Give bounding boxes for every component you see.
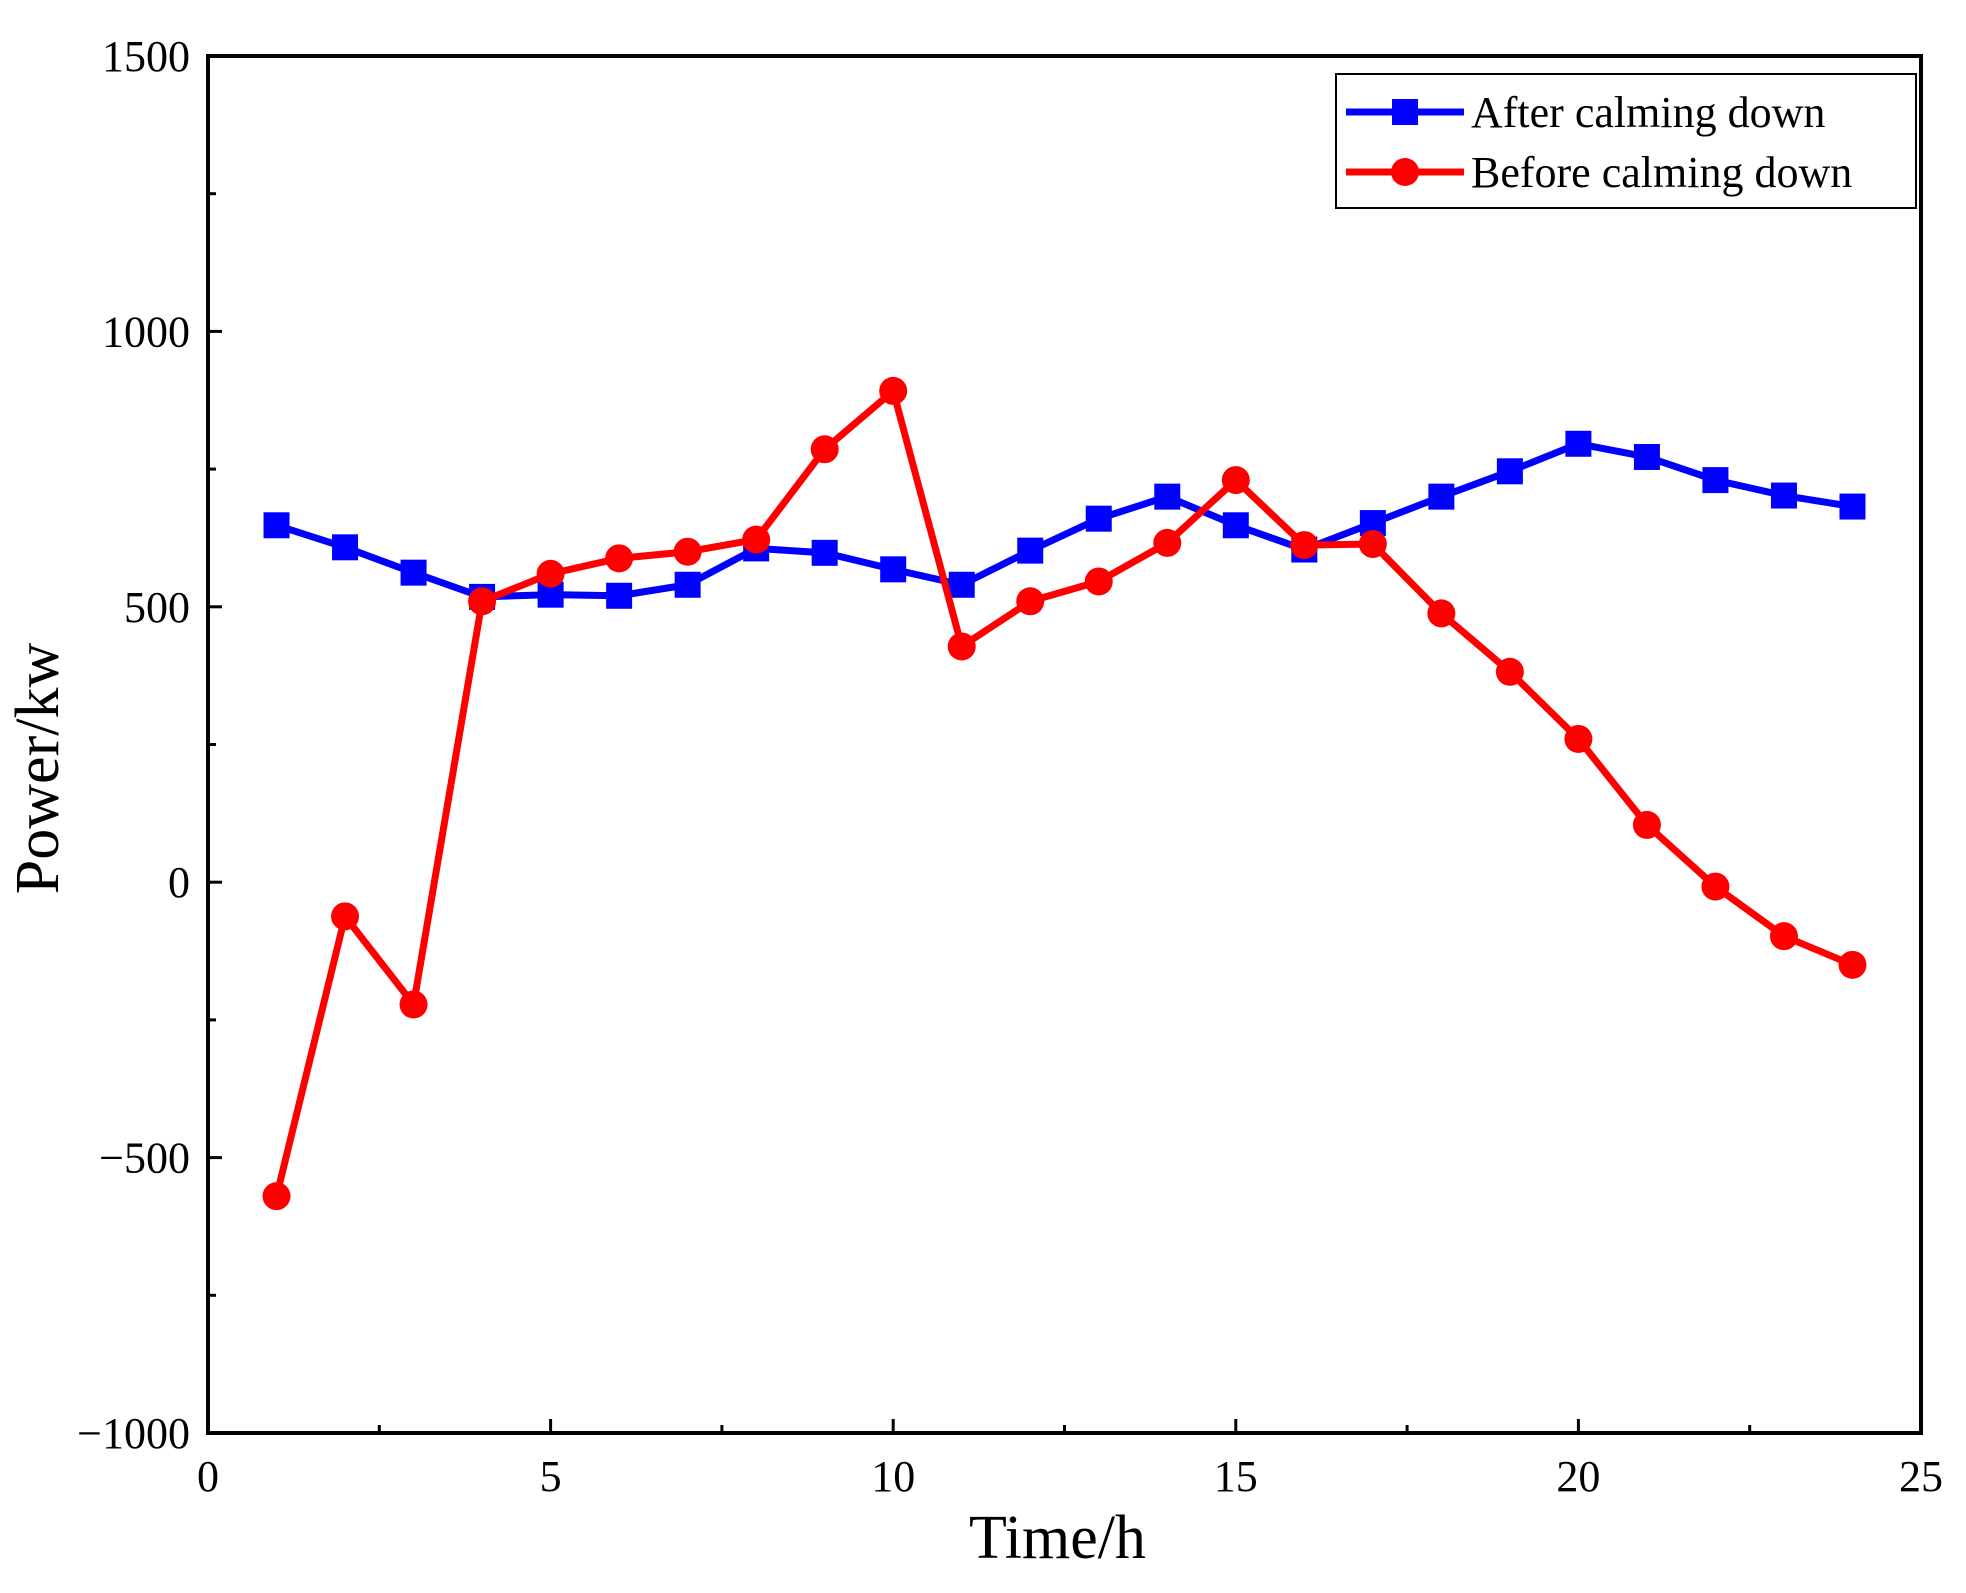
data-point — [1222, 512, 1249, 539]
data-point — [1016, 587, 1045, 616]
legend-item: After calming down — [1346, 88, 1825, 137]
y-tick-label: 500 — [124, 583, 190, 632]
data-point — [400, 559, 427, 586]
plot-frame — [206, 54, 1923, 1435]
x-tick-label: 15 — [1214, 1452, 1258, 1501]
data-point — [1632, 810, 1661, 839]
data-point — [947, 632, 976, 661]
data-point — [399, 990, 428, 1019]
x-axis-title: Time/h — [969, 1504, 1146, 1572]
data-point — [1702, 467, 1729, 494]
data-point — [1084, 567, 1113, 596]
x-tick-label: 25 — [1899, 1452, 1943, 1501]
data-point — [1633, 443, 1660, 470]
data-point — [468, 587, 497, 616]
legend-label: After calming down — [1471, 88, 1825, 137]
data-point — [1565, 430, 1592, 457]
data-point — [948, 571, 975, 598]
data-point — [1290, 531, 1319, 560]
legend-marker — [1392, 99, 1418, 125]
legend-item: Before calming down — [1346, 148, 1852, 197]
tick-labels: 0 5 10 15 20 25 −1000 −500 0 500 1000 1500 — [77, 32, 1943, 1501]
data-point — [1428, 483, 1455, 510]
data-point — [263, 512, 290, 539]
data-point — [1564, 724, 1593, 753]
data-point — [1358, 530, 1387, 559]
data-point — [332, 534, 359, 561]
data-point — [880, 556, 907, 583]
data-point — [879, 376, 908, 405]
data-point — [262, 1182, 291, 1211]
data-point — [1221, 466, 1250, 495]
y-tick-label: 0 — [168, 858, 190, 907]
legend-marker — [1391, 158, 1419, 186]
data-point — [1017, 537, 1044, 564]
x-tick-label: 10 — [871, 1452, 915, 1501]
data-point — [742, 525, 771, 554]
y-tick-label: 1500 — [102, 32, 190, 81]
data-point — [536, 559, 565, 588]
data-point — [331, 902, 360, 931]
legend: After calming down Before calming down — [1335, 73, 1917, 209]
data-point — [1154, 483, 1181, 510]
x-tick-label: 0 — [197, 1452, 219, 1501]
data-point — [1770, 482, 1797, 509]
series-layer — [262, 376, 1867, 1211]
data-point — [1838, 950, 1867, 979]
x-tick-label: 20 — [1556, 1452, 1600, 1501]
legend-box — [1335, 73, 1917, 209]
data-point — [1153, 528, 1182, 557]
data-point — [673, 537, 702, 566]
y-axis-title: Power/kw — [4, 643, 72, 895]
series-1 — [263, 430, 1866, 610]
legend-label: Before calming down — [1471, 148, 1852, 197]
data-point — [1495, 657, 1524, 686]
data-point — [1769, 922, 1798, 951]
data-point — [1427, 599, 1456, 628]
data-point — [605, 544, 634, 573]
data-point — [1496, 458, 1523, 485]
data-point — [606, 582, 633, 609]
data-point — [1085, 505, 1112, 532]
series-2 — [262, 376, 1867, 1211]
y-tick-label: −500 — [99, 1134, 190, 1183]
data-point — [1701, 872, 1730, 901]
y-tick-label: 1000 — [102, 307, 190, 356]
data-point — [811, 539, 838, 566]
y-tick-label: −1000 — [77, 1409, 190, 1458]
data-point — [1839, 493, 1866, 520]
data-point — [810, 435, 839, 464]
x-tick-label: 5 — [540, 1452, 562, 1501]
data-point — [674, 571, 701, 598]
